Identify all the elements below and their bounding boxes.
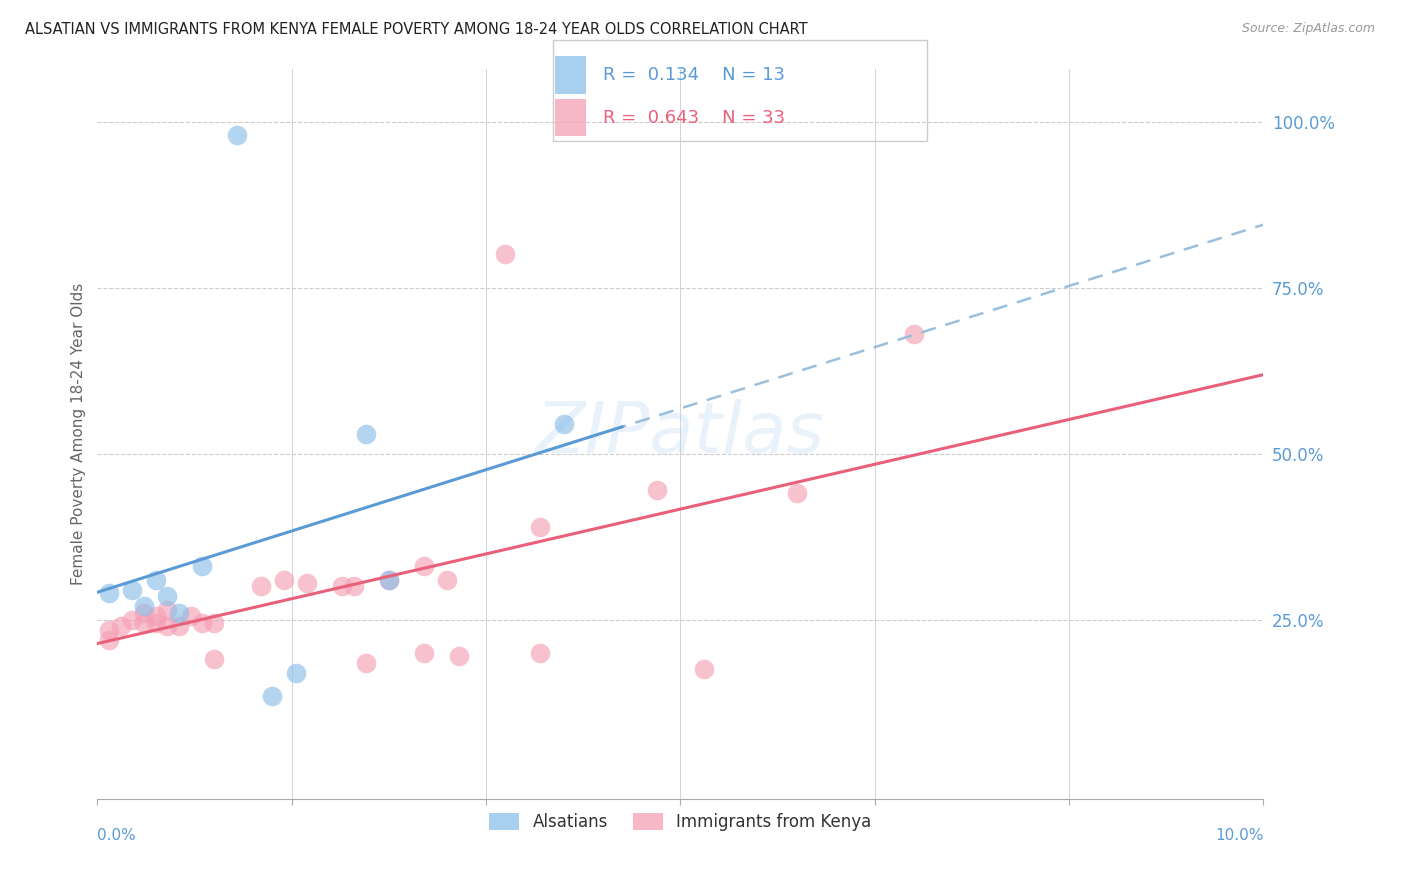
Point <box>297 576 319 591</box>
Point <box>273 573 295 587</box>
Point <box>167 606 190 620</box>
Point <box>354 426 377 441</box>
Point <box>191 559 214 574</box>
Point <box>121 613 143 627</box>
Point <box>529 519 551 533</box>
Legend: Alsatians, Immigrants from Kenya: Alsatians, Immigrants from Kenya <box>482 806 879 838</box>
Point <box>202 615 225 630</box>
Text: R =  0.643    N = 33: R = 0.643 N = 33 <box>603 109 786 127</box>
Point <box>553 417 575 431</box>
Point <box>156 602 179 616</box>
Point <box>132 615 155 630</box>
Point <box>156 590 179 604</box>
Point <box>330 579 353 593</box>
Point <box>132 599 155 614</box>
Text: ALSATIAN VS IMMIGRANTS FROM KENYA FEMALE POVERTY AMONG 18-24 YEAR OLDS CORRELATI: ALSATIAN VS IMMIGRANTS FROM KENYA FEMALE… <box>25 22 808 37</box>
Point <box>529 646 551 660</box>
Point <box>121 582 143 597</box>
Point <box>98 623 121 637</box>
Point <box>447 649 470 664</box>
Point <box>145 615 167 630</box>
Point <box>110 619 132 633</box>
Point <box>180 609 202 624</box>
Point <box>284 665 307 680</box>
Point <box>262 689 284 703</box>
Point <box>249 579 271 593</box>
Point <box>354 656 377 670</box>
Point <box>343 579 366 593</box>
Point <box>378 573 401 587</box>
Point <box>156 619 179 633</box>
Point <box>378 573 401 587</box>
Point <box>167 619 190 633</box>
Text: ZIPatlas: ZIPatlas <box>536 400 825 468</box>
Y-axis label: Female Poverty Among 18-24 Year Olds: Female Poverty Among 18-24 Year Olds <box>72 283 86 585</box>
Point <box>786 486 808 500</box>
Point <box>693 662 716 676</box>
Point <box>98 586 121 600</box>
Point <box>645 483 668 497</box>
Text: 0.0%: 0.0% <box>97 828 136 843</box>
Point <box>191 615 214 630</box>
Point <box>98 632 121 647</box>
Point <box>412 646 434 660</box>
Point <box>145 609 167 624</box>
Text: R =  0.134    N = 13: R = 0.134 N = 13 <box>603 66 785 84</box>
Point <box>412 559 434 574</box>
Point <box>436 573 458 587</box>
Point <box>145 573 167 587</box>
Point <box>903 327 925 342</box>
Point <box>202 652 225 666</box>
Point <box>132 606 155 620</box>
Point <box>495 247 517 261</box>
Text: 10.0%: 10.0% <box>1215 828 1264 843</box>
Text: Source: ZipAtlas.com: Source: ZipAtlas.com <box>1241 22 1375 36</box>
Point <box>226 128 249 142</box>
